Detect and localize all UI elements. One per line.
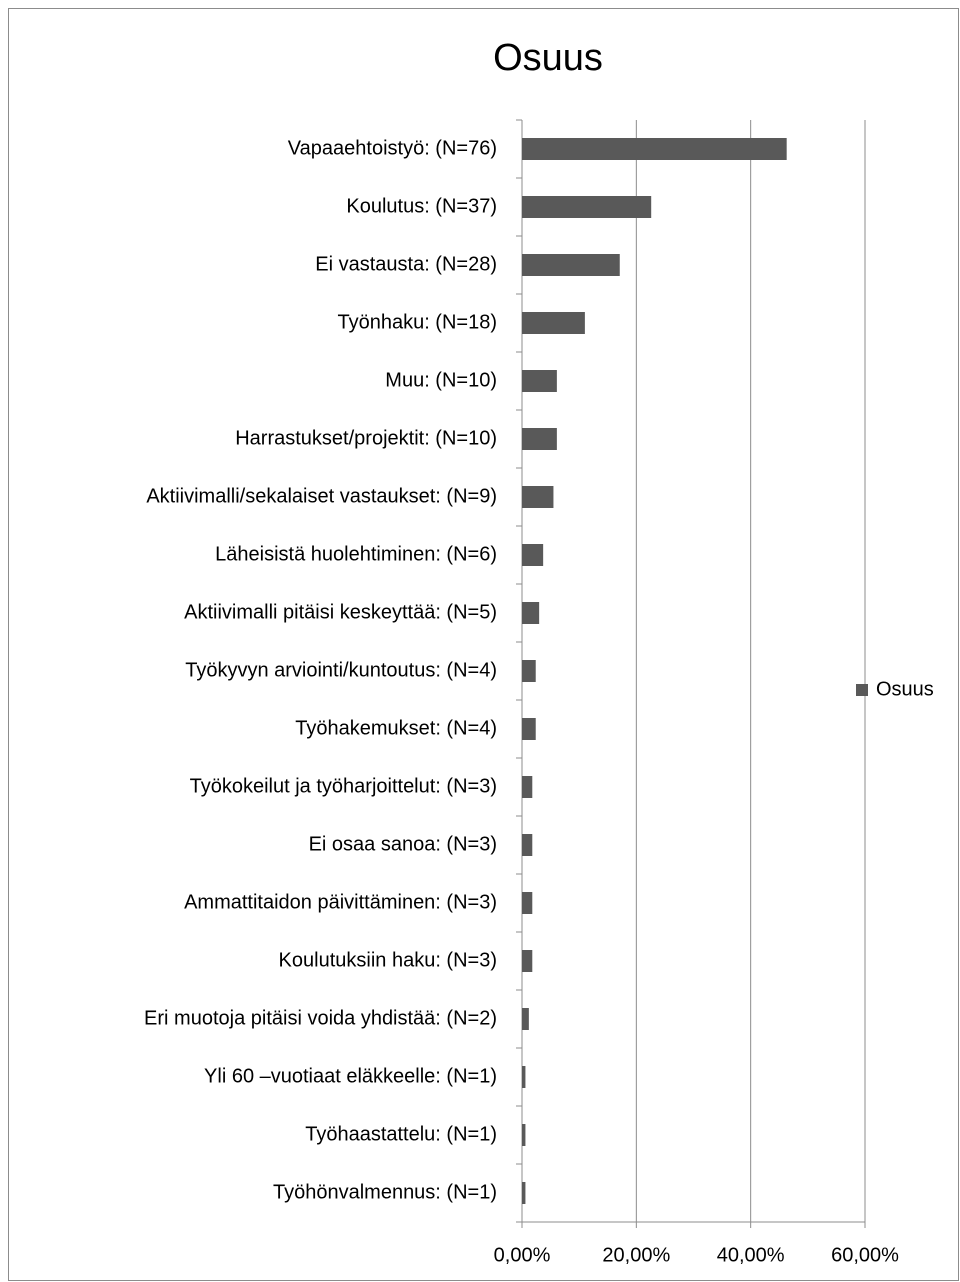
- y-tick-label: Läheisistä huolehtiminen: (N=6): [215, 543, 497, 565]
- y-tick-label: Vapaaehtoistyö: (N=76): [288, 137, 497, 159]
- bar: [522, 718, 536, 740]
- bar: [522, 776, 533, 798]
- y-tick-label: Ei vastausta: (N=28): [315, 253, 497, 275]
- bar: [522, 1124, 526, 1146]
- y-tick-label: Työhakemukset: (N=4): [295, 717, 497, 739]
- bar: [522, 1066, 526, 1088]
- x-tick-label: 60,00%: [831, 1244, 899, 1266]
- bar: [522, 834, 533, 856]
- y-tick-label: Koulutuksiin haku: (N=3): [279, 949, 497, 971]
- bar: [522, 254, 620, 276]
- y-tick-label: Ei osaa sanoa: (N=3): [309, 833, 497, 855]
- bar: [522, 138, 787, 160]
- bar: [522, 312, 585, 334]
- legend-swatch: [856, 684, 868, 696]
- bar: [522, 486, 554, 508]
- bar: [522, 950, 533, 972]
- bar: [522, 892, 533, 914]
- y-tick-label: Yli 60 –vuotiaat eläkkeelle: (N=1): [204, 1065, 497, 1087]
- bar: [522, 660, 536, 682]
- y-tick-label: Aktiivimalli pitäisi keskeyttää: (N=5): [184, 601, 497, 623]
- y-tick-label: Työkokeilut ja työharjoittelut: (N=3): [190, 775, 497, 797]
- y-tick-label: Harrastukset/projektit: (N=10): [235, 427, 497, 449]
- bar: [522, 544, 544, 566]
- x-tick-label: 0,00%: [494, 1244, 551, 1266]
- bar: [522, 1008, 529, 1030]
- y-tick-label: Koulutus: (N=37): [346, 195, 497, 217]
- x-tick-label: 40,00%: [717, 1244, 785, 1266]
- chart-frame: [8, 8, 959, 1281]
- y-tick-label: Ammattitaidon päivittäminen: (N=3): [184, 891, 497, 913]
- y-tick-label: Työhönvalmennus: (N=1): [273, 1181, 497, 1203]
- y-tick-label: Aktiivimalli/sekalaiset vastaukset: (N=9…: [146, 485, 497, 507]
- y-tick-label: Työnhaku: (N=18): [337, 311, 497, 333]
- bar: [522, 602, 540, 624]
- legend-label: Osuus: [876, 678, 934, 700]
- y-tick-label: Eri muotoja pitäisi voida yhdistää: (N=2…: [144, 1007, 497, 1029]
- bar: [522, 428, 557, 450]
- bar: [522, 370, 557, 392]
- bar: [522, 196, 652, 218]
- x-tick-label: 20,00%: [602, 1244, 670, 1266]
- y-tick-label: Työkyvyn arviointi/kuntoutus: (N=4): [185, 659, 497, 681]
- y-tick-label: Työhaastattelu: (N=1): [305, 1123, 497, 1145]
- chart-title: Osuus: [493, 37, 603, 79]
- y-tick-label: Muu: (N=10): [385, 369, 497, 391]
- bar: [522, 1182, 526, 1204]
